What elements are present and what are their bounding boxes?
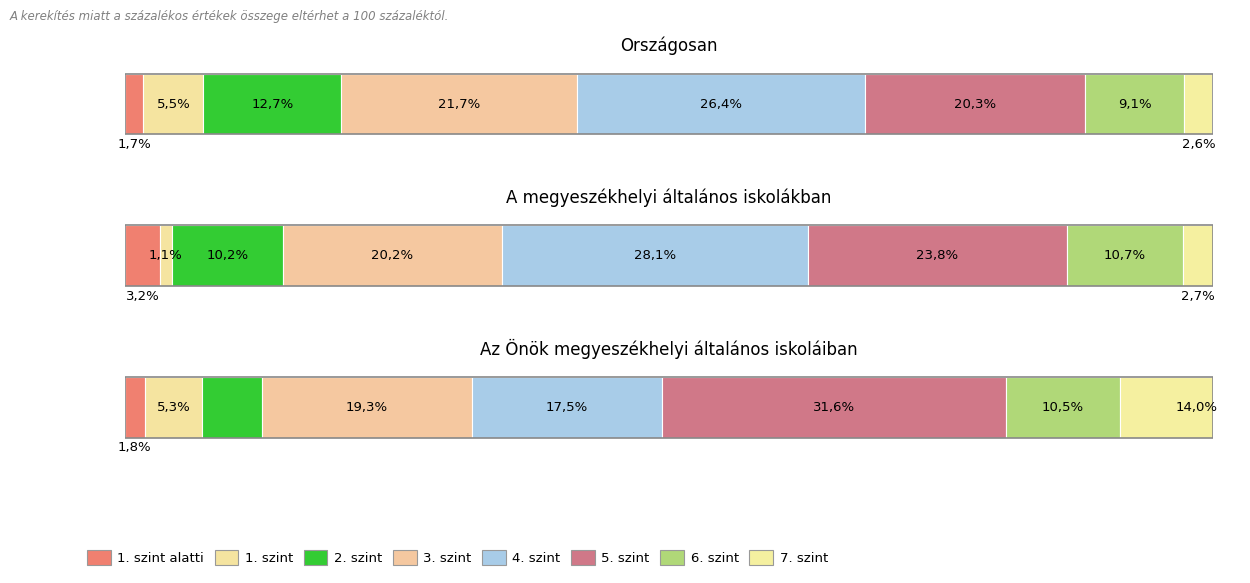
Bar (125, 377, 145, 437)
Text: 1,8%: 1,8% (118, 441, 151, 454)
Bar (144, 74, 204, 135)
Text: 1,7%: 1,7% (118, 138, 151, 151)
Text: 26,4%: 26,4% (700, 97, 742, 111)
Text: 3,2%: 3,2% (125, 290, 159, 303)
Bar (662, 377, 1006, 437)
Text: 2,6%: 2,6% (1181, 138, 1215, 151)
Bar (125, 226, 160, 286)
Text: 2,7%: 2,7% (1181, 290, 1215, 303)
Bar (282, 226, 502, 286)
Text: 10,2%: 10,2% (206, 249, 249, 262)
Bar (1085, 74, 1184, 135)
Text: 20,3%: 20,3% (954, 97, 996, 111)
Text: Az Önök megyeszékhelyi általános iskoláiban: Az Önök megyeszékhelyi általános iskolái… (480, 339, 858, 359)
Text: 12,7%: 12,7% (251, 97, 294, 111)
Legend: 1. szint alatti, 1. szint, 2. szint, 3. szint, 4. szint, 5. szint, 6. szint, 7. : 1. szint alatti, 1. szint, 2. szint, 3. … (81, 545, 832, 571)
Bar (865, 74, 1085, 135)
Text: 9,1%: 9,1% (1118, 97, 1151, 111)
Bar (808, 226, 1066, 286)
Bar (262, 377, 472, 437)
Bar (341, 74, 578, 135)
Text: 31,6%: 31,6% (812, 401, 855, 414)
Bar (125, 74, 1212, 135)
Bar (145, 377, 202, 437)
Text: 17,5%: 17,5% (546, 401, 589, 414)
Text: 14,0%: 14,0% (1175, 401, 1218, 414)
Bar (204, 74, 341, 135)
Bar (171, 226, 282, 286)
Bar (503, 226, 808, 286)
Text: 23,8%: 23,8% (916, 249, 959, 262)
Text: 19,3%: 19,3% (346, 401, 388, 414)
Text: A megyeszékhelyi általános iskolákban: A megyeszékhelyi általános iskolákban (506, 188, 831, 207)
Bar (202, 377, 262, 437)
Text: Országosan: Országosan (620, 37, 718, 55)
Bar (1006, 377, 1120, 437)
Text: 20,2%: 20,2% (371, 249, 414, 262)
Text: 28,1%: 28,1% (634, 249, 676, 262)
Bar (578, 74, 865, 135)
Bar (1066, 226, 1184, 286)
Bar (125, 226, 1212, 286)
Bar (472, 377, 662, 437)
Text: 5,3%: 5,3% (156, 401, 190, 414)
Text: 1,1%: 1,1% (149, 249, 182, 262)
Text: A kerekítés miatt a százalékos értékek összege eltérhet a 100 százaléktól.: A kerekítés miatt a százalékos értékek ö… (10, 10, 450, 23)
Text: 5,5%: 5,5% (156, 97, 190, 111)
Bar (125, 74, 144, 135)
Bar (1120, 377, 1250, 437)
Bar (1184, 74, 1212, 135)
Text: 10,5%: 10,5% (1042, 401, 1084, 414)
Bar (160, 226, 171, 286)
Bar (125, 377, 1212, 437)
Text: 21,7%: 21,7% (439, 97, 480, 111)
Text: 10,7%: 10,7% (1104, 249, 1146, 262)
Bar (1184, 226, 1212, 286)
